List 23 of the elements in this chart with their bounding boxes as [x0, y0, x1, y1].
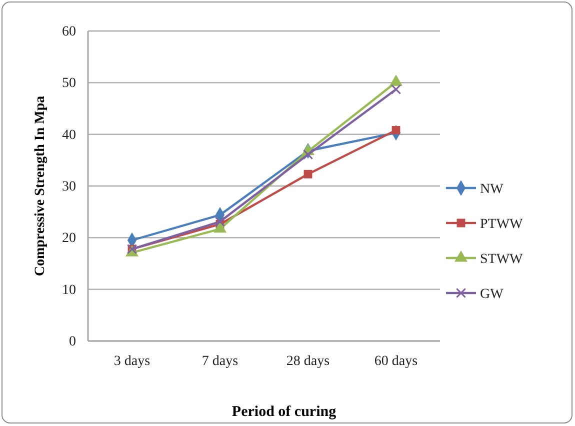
- y-tick-label: 10: [62, 282, 76, 298]
- legend-label: NW: [480, 182, 504, 197]
- y-axis-title: Compressive Strength In Mpa: [33, 96, 48, 276]
- y-tick-label: 50: [62, 76, 76, 92]
- y-tick-label: 20: [62, 231, 76, 246]
- x-tick-label: 28 days: [286, 354, 330, 369]
- point: [304, 170, 312, 178]
- legend-label: STWW: [480, 252, 524, 267]
- point: [390, 84, 402, 94]
- y-tick-label: 40: [62, 128, 76, 143]
- x-tick-label: 3 days: [114, 354, 150, 369]
- x-tick-label: 60 days: [374, 354, 418, 369]
- point: [302, 149, 314, 160]
- point: [390, 75, 402, 86]
- legend-label: GW: [480, 287, 504, 302]
- point: [392, 126, 400, 134]
- x-tick-label: 7 days: [202, 354, 238, 369]
- legend-label: PTWW: [480, 217, 524, 232]
- y-tick-label: 0: [69, 334, 76, 350]
- y-tick-label: 30: [62, 179, 76, 194]
- y-tick-label: 60: [62, 24, 76, 40]
- point: [214, 216, 226, 227]
- x-axis-title: Period of curing: [232, 404, 337, 420]
